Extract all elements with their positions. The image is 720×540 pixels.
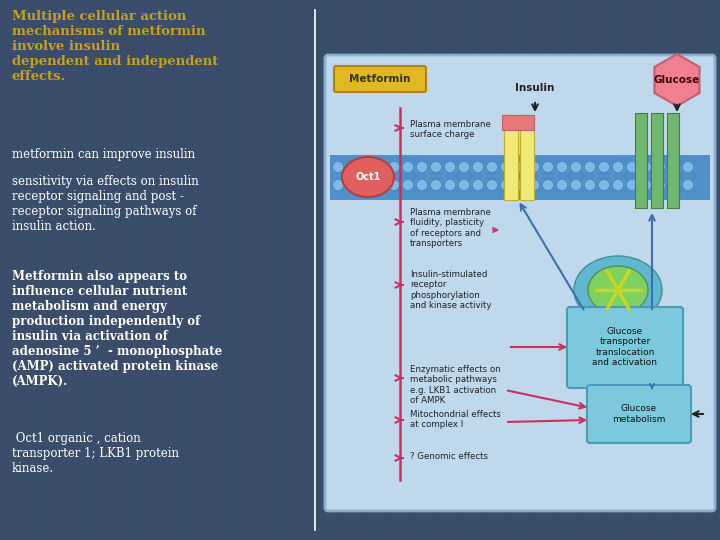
Bar bbox=[502, 115, 534, 130]
Circle shape bbox=[361, 161, 372, 172]
Bar bbox=[330, 155, 710, 200]
Text: Enzymatic effects on
metabolic pathways
e.g. LKB1 activation
of AMPK: Enzymatic effects on metabolic pathways … bbox=[410, 365, 500, 405]
Circle shape bbox=[570, 161, 582, 172]
Text: Glucose
metabolism: Glucose metabolism bbox=[612, 404, 666, 424]
Circle shape bbox=[570, 179, 582, 191]
Circle shape bbox=[431, 179, 441, 191]
Circle shape bbox=[598, 179, 610, 191]
Circle shape bbox=[626, 179, 637, 191]
Text: Glucose: Glucose bbox=[654, 75, 700, 85]
Circle shape bbox=[402, 179, 413, 191]
Text: Oct1: Oct1 bbox=[355, 172, 381, 182]
Bar bbox=[520, 115, 534, 200]
Text: Plasma membrane
fluidity, plasticity
of receptors and
transporters: Plasma membrane fluidity, plasticity of … bbox=[410, 208, 491, 248]
Text: Insulin-stimulated
receptor
phosphorylation
and kinase activity: Insulin-stimulated receptor phosphorylat… bbox=[410, 270, 492, 310]
Circle shape bbox=[416, 161, 428, 172]
Circle shape bbox=[515, 161, 526, 172]
Text: Mitochondrial effects
at complex I: Mitochondrial effects at complex I bbox=[410, 410, 501, 429]
Circle shape bbox=[598, 161, 610, 172]
Circle shape bbox=[613, 161, 624, 172]
Circle shape bbox=[374, 161, 385, 172]
Bar bbox=[651, 113, 663, 208]
Circle shape bbox=[431, 161, 441, 172]
Circle shape bbox=[472, 161, 484, 172]
Text: Insulin: Insulin bbox=[516, 83, 554, 93]
Circle shape bbox=[557, 161, 567, 172]
Text: sensitivity via effects on insulin
receptor signaling and post -
receptor signal: sensitivity via effects on insulin recep… bbox=[12, 175, 199, 233]
Ellipse shape bbox=[588, 266, 648, 314]
Circle shape bbox=[668, 161, 680, 172]
FancyBboxPatch shape bbox=[587, 385, 691, 443]
Circle shape bbox=[557, 179, 567, 191]
Text: metformin can improve insulin: metformin can improve insulin bbox=[12, 148, 195, 161]
Circle shape bbox=[585, 179, 595, 191]
Circle shape bbox=[683, 161, 693, 172]
Ellipse shape bbox=[342, 157, 394, 197]
Circle shape bbox=[346, 179, 358, 191]
Circle shape bbox=[346, 161, 358, 172]
Circle shape bbox=[683, 179, 693, 191]
Circle shape bbox=[528, 179, 539, 191]
Bar bbox=[635, 113, 647, 208]
Text: Multiple cellular action
mechanisms of metformin
involve insulin
dependent and i: Multiple cellular action mechanisms of m… bbox=[12, 10, 218, 83]
Text: Metformin also appears to
influence cellular nutrient
metabolism and energy
prod: Metformin also appears to influence cell… bbox=[12, 270, 222, 388]
Circle shape bbox=[585, 161, 595, 172]
Circle shape bbox=[416, 179, 428, 191]
Bar bbox=[504, 115, 518, 200]
Circle shape bbox=[389, 179, 400, 191]
Circle shape bbox=[487, 161, 498, 172]
Text: Glucose
transporter
translocation
and activation: Glucose transporter translocation and ac… bbox=[593, 327, 657, 367]
Circle shape bbox=[361, 179, 372, 191]
Circle shape bbox=[333, 179, 343, 191]
Circle shape bbox=[641, 179, 652, 191]
FancyBboxPatch shape bbox=[334, 66, 426, 92]
Circle shape bbox=[459, 179, 469, 191]
Circle shape bbox=[500, 161, 511, 172]
FancyBboxPatch shape bbox=[567, 307, 683, 388]
Circle shape bbox=[444, 161, 456, 172]
Circle shape bbox=[444, 179, 456, 191]
Circle shape bbox=[668, 179, 680, 191]
Circle shape bbox=[374, 179, 385, 191]
Circle shape bbox=[472, 179, 484, 191]
Circle shape bbox=[641, 161, 652, 172]
Text: ? Genomic effects: ? Genomic effects bbox=[410, 452, 488, 461]
Circle shape bbox=[542, 161, 554, 172]
Circle shape bbox=[613, 179, 624, 191]
Text: Plasma membrane
surface charge: Plasma membrane surface charge bbox=[410, 120, 491, 139]
Bar bbox=[667, 113, 679, 208]
Ellipse shape bbox=[574, 256, 662, 324]
Circle shape bbox=[542, 179, 554, 191]
Circle shape bbox=[654, 179, 665, 191]
Circle shape bbox=[487, 179, 498, 191]
Circle shape bbox=[333, 161, 343, 172]
Circle shape bbox=[500, 179, 511, 191]
Circle shape bbox=[654, 161, 665, 172]
Text: Oct1 organic , cation
transporter 1; LKB1 protein
kinase.: Oct1 organic , cation transporter 1; LKB… bbox=[12, 432, 179, 475]
Circle shape bbox=[389, 161, 400, 172]
Circle shape bbox=[402, 161, 413, 172]
Circle shape bbox=[528, 161, 539, 172]
Text: Metformin: Metformin bbox=[349, 74, 410, 84]
Circle shape bbox=[626, 161, 637, 172]
Circle shape bbox=[515, 179, 526, 191]
FancyBboxPatch shape bbox=[325, 55, 715, 511]
Circle shape bbox=[459, 161, 469, 172]
